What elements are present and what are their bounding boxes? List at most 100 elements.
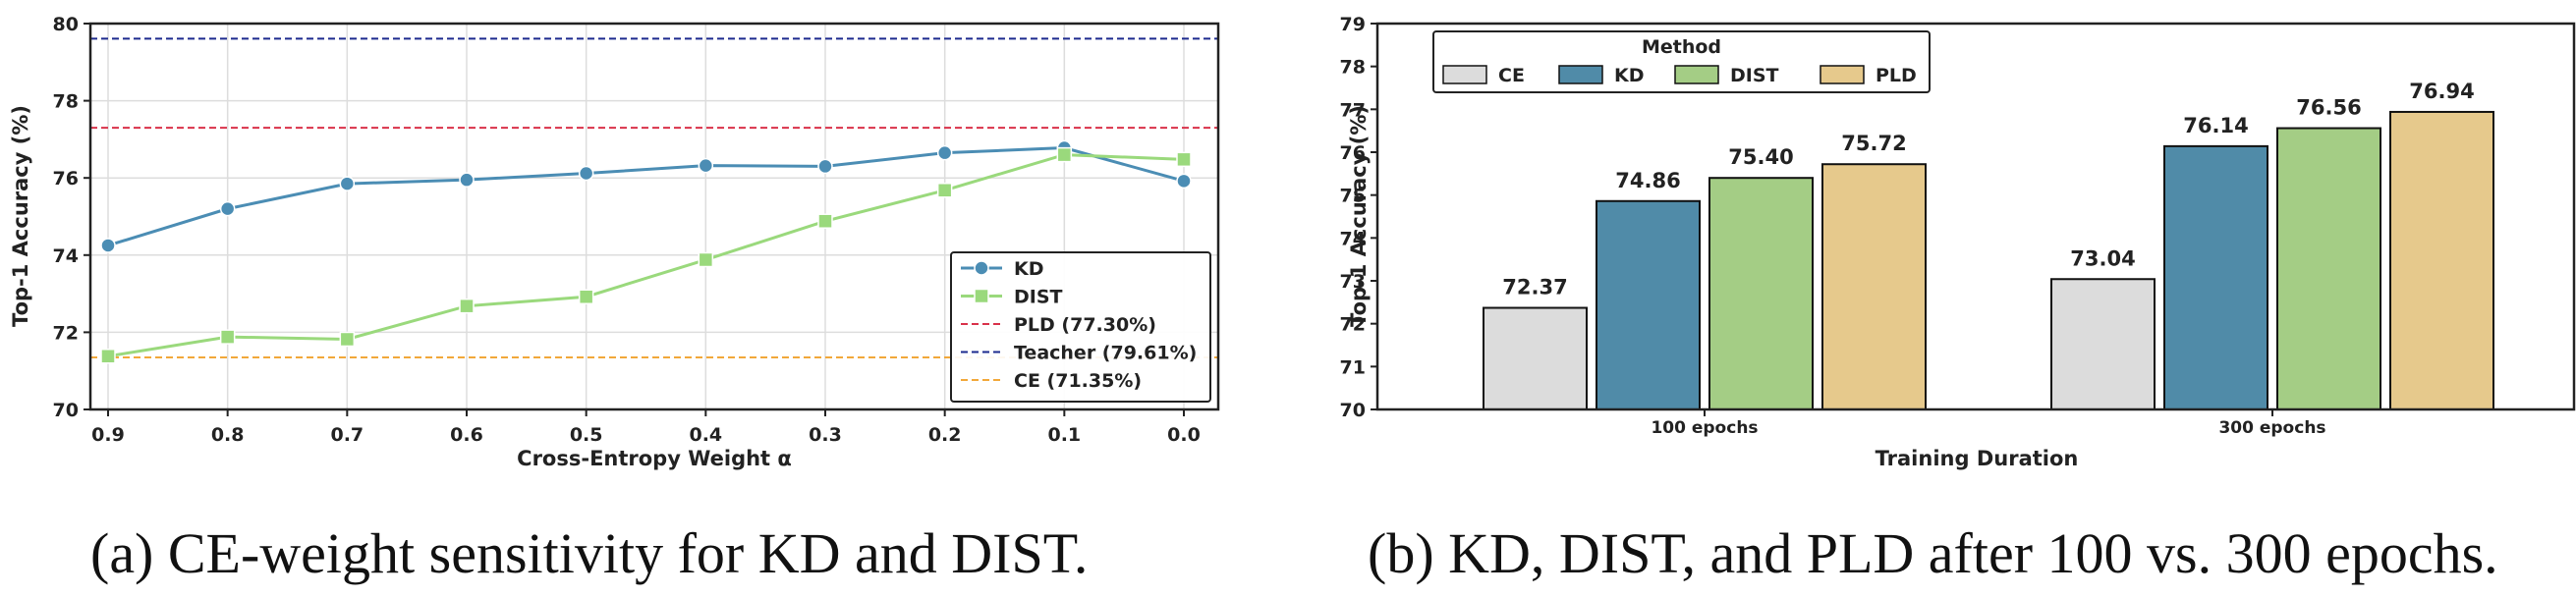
chart-a-point-kd bbox=[1176, 173, 1192, 190]
chart-b-bar-pld bbox=[1821, 163, 1927, 410]
chart-a-y-tick-label: 80 bbox=[53, 14, 79, 35]
chart-a-x-axis-label: Cross-Entropy Weight α bbox=[517, 447, 792, 470]
chart-a-x-tick-label: 0.2 bbox=[928, 424, 962, 446]
chart-a-x-tick-label: 0.1 bbox=[1047, 424, 1081, 446]
chart-b-value-label: 75.72 bbox=[1841, 132, 1906, 155]
chart-a-x-tick-label: 0.4 bbox=[689, 424, 722, 446]
chart-a-point-kd bbox=[339, 176, 356, 191]
chart-b-bars bbox=[1483, 110, 2494, 411]
chart-b-bar-dist bbox=[1708, 177, 1814, 410]
chart-b-legend-swatch bbox=[1558, 65, 1603, 84]
chart-b-legend-title: Method bbox=[1642, 36, 1721, 58]
chart-a-x-tick-label: 0.0 bbox=[1167, 424, 1201, 446]
chart-b-y-tick-label: 76 bbox=[1340, 142, 1366, 164]
chart-a-y-ticks: 70 72 74 76 78 80 bbox=[53, 14, 90, 421]
chart-b-y-tick-label: 70 bbox=[1340, 400, 1366, 421]
chart-a-point-dist bbox=[698, 251, 714, 268]
chart-a-point-dist bbox=[1176, 151, 1192, 168]
chart-b-y-tick-label: 73 bbox=[1340, 271, 1366, 293]
chart-a-x-ticks: 0.9 0.8 0.7 0.6 0.5 0.4 0.3 0.2 0.1 0.0 bbox=[91, 409, 1201, 446]
chart-b-legend-label: DIST bbox=[1730, 65, 1779, 86]
chart-b-x-tick-label: 100 epochs bbox=[1651, 418, 1758, 438]
chart-a-legend-label: Teacher (79.61%) bbox=[1014, 343, 1197, 364]
chart-a-legend-label: DIST bbox=[1014, 287, 1063, 308]
chart-a-point-kd bbox=[578, 165, 594, 182]
chart-b-bar: 72.37 74.86 75.40 75.72 73.04 76.14 76.56 76.94… bbox=[1340, 14, 2576, 470]
chart-b-value-label: 76.94 bbox=[2409, 80, 2474, 103]
chart-a-point-dist bbox=[578, 289, 594, 304]
chart-a-point-kd bbox=[100, 238, 116, 253]
chart-b-legend-swatch bbox=[1442, 65, 1487, 84]
chart-a-x-tick-label: 0.7 bbox=[330, 424, 364, 446]
chart-b-value-label: 73.04 bbox=[2070, 246, 2135, 270]
chart-a-x-tick-label: 0.9 bbox=[91, 424, 125, 446]
chart-b-value-label: 74.86 bbox=[1615, 169, 1680, 192]
chart-b-bar-ce bbox=[1483, 306, 1588, 411]
chart-a-point-dist bbox=[1056, 146, 1073, 163]
chart-b-y-tick-label: 75 bbox=[1340, 186, 1366, 207]
chart-a-y-tick-label: 70 bbox=[53, 400, 79, 421]
chart-b-plot-frame bbox=[1375, 22, 2576, 411]
chart-b-x-axis-label: Training Duration bbox=[1876, 447, 2079, 470]
chart-b-legend-label: CE bbox=[1498, 65, 1525, 86]
chart-b-y-tick-label: 71 bbox=[1340, 356, 1366, 378]
chart-b-value-label: 72.37 bbox=[1502, 276, 1567, 299]
chart-b-bar-kd bbox=[1596, 199, 1701, 410]
chart-a-x-tick-label: 0.8 bbox=[211, 424, 245, 446]
chart-b-y-tick-label: 74 bbox=[1340, 228, 1366, 249]
caption-b: (b) KD, DIST, and PLD after 100 vs. 300 … bbox=[1368, 521, 2498, 585]
chart-b-y-tick-label: 72 bbox=[1340, 314, 1366, 336]
chart-a-y-tick-label: 76 bbox=[53, 168, 79, 190]
chart-a-series-line bbox=[107, 153, 1185, 358]
chart-b-bar-ce bbox=[2050, 278, 2156, 410]
chart-a-legend-marker bbox=[974, 260, 989, 276]
chart-a-point-kd bbox=[817, 158, 833, 175]
chart-a-point-dist bbox=[100, 349, 116, 364]
chart-a-point-dist bbox=[459, 298, 475, 314]
chart-a-point-dist bbox=[936, 183, 953, 198]
chart-b-x-tick-label: 300 epochs bbox=[2218, 418, 2325, 438]
chart-a-point-kd bbox=[219, 200, 236, 217]
chart-a-x-tick-label: 0.5 bbox=[570, 424, 603, 446]
chart-a-point-dist bbox=[817, 213, 833, 229]
chart-a-y-tick-label: 74 bbox=[53, 245, 79, 267]
chart-a-legend-label: CE (71.35%) bbox=[1014, 370, 1142, 392]
chart-a-y-tick-label: 78 bbox=[53, 91, 79, 113]
chart-b-y-tick-label: 79 bbox=[1340, 14, 1366, 35]
chart-a-point-dist bbox=[219, 329, 236, 345]
chart-a-point-kd bbox=[459, 172, 475, 188]
chart-a-reference-lines bbox=[90, 37, 1218, 358]
chart-b-legend-label: PLD bbox=[1876, 65, 1917, 86]
chart-a-legend-label: KD bbox=[1014, 258, 1044, 280]
chart-a-line: 70 72 74 76 78 80 0.9 0.8 0.7 0.6 0.5 0.4 0.3 0.2 0.1… bbox=[9, 14, 1220, 470]
chart-b-value-labels: 72.37 74.86 75.40 75.72 73.04 76.14 76.56 76.94 bbox=[1502, 80, 2474, 299]
chart-a-point-kd bbox=[698, 157, 714, 174]
chart-b-legend-label: KD bbox=[1614, 65, 1645, 86]
chart-a-point-dist bbox=[339, 331, 356, 348]
chart-a-y-axis-label: Top-1 Accuracy (%) bbox=[9, 105, 32, 327]
chart-b-value-label: 76.14 bbox=[2183, 114, 2248, 137]
chart-b-legend-swatch bbox=[1674, 65, 1719, 84]
chart-b-bar-dist bbox=[2276, 127, 2381, 410]
chart-b-legend-swatch bbox=[1820, 65, 1865, 84]
chart-a-y-tick-label: 72 bbox=[53, 322, 79, 344]
chart-b-y-tick-label: 78 bbox=[1340, 57, 1366, 79]
chart-a-point-kd bbox=[936, 144, 953, 161]
chart-b-bar-kd bbox=[2163, 144, 2268, 411]
chart-b-y-ticks: 70 71 72 73 74 75 76 77 78 79 bbox=[1340, 14, 1377, 421]
chart-b-y-axis-label: Top-1 Accuracy (%) bbox=[1347, 105, 1371, 327]
chart-a-legend-marker bbox=[974, 288, 989, 304]
chart-b-legend-box bbox=[1432, 30, 1931, 93]
chart-b-legend: Method CE KD DIST PLD bbox=[1432, 30, 1931, 93]
chart-b-value-label: 76.56 bbox=[2296, 96, 2361, 120]
chart-b-x-ticks: 100 epochs 300 epochs bbox=[1651, 409, 2326, 438]
chart-b-y-tick-label: 77 bbox=[1340, 99, 1366, 121]
chart-a-legend: KD DIST PLD (77.30%) Teacher (79.61%) CE (71… bbox=[950, 251, 1211, 403]
chart-a-x-tick-label: 0.6 bbox=[450, 424, 483, 446]
chart-b-value-label: 75.40 bbox=[1728, 145, 1793, 169]
chart-a-legend-label: PLD (77.30%) bbox=[1014, 314, 1156, 336]
chart-b-bar-pld bbox=[2389, 110, 2494, 410]
chart-a-series bbox=[100, 139, 1192, 364]
chart-a-legend-box bbox=[950, 251, 1211, 403]
